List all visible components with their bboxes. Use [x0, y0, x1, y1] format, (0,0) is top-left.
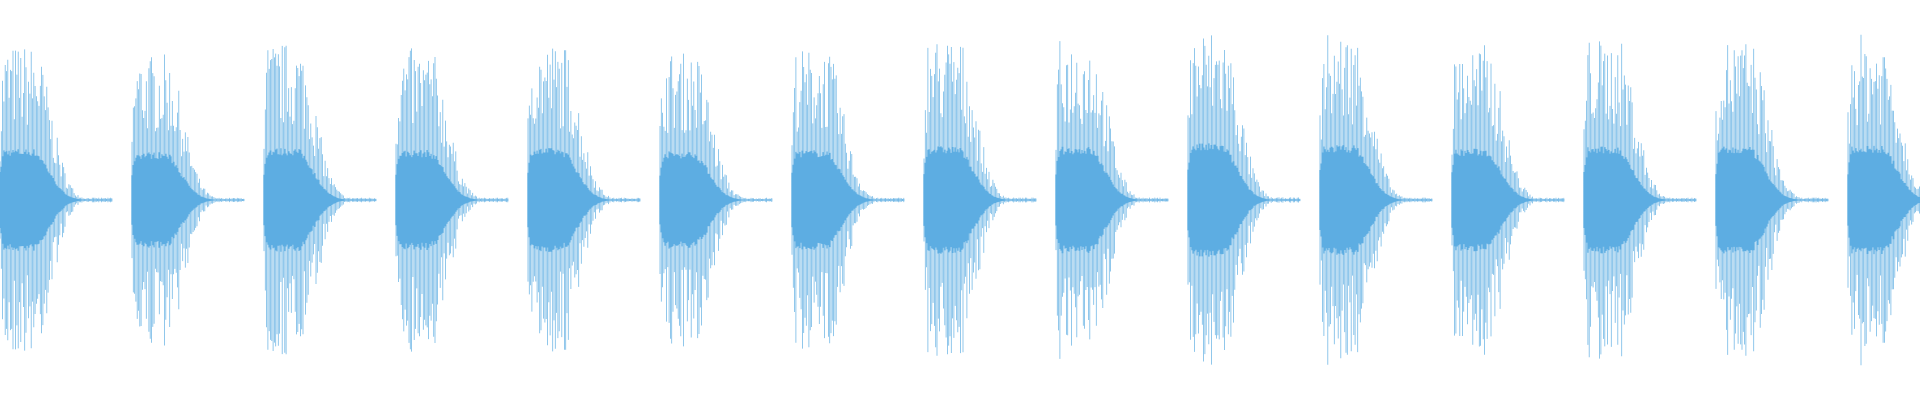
burst-core [923, 146, 1037, 254]
burst-core [1055, 146, 1169, 254]
burst-core [263, 148, 377, 252]
burst-core [131, 152, 245, 248]
burst-core [1451, 148, 1565, 252]
burst-core [1187, 143, 1301, 257]
burst-core [1583, 146, 1697, 254]
burst-core [1715, 146, 1829, 254]
burst-core [1319, 145, 1433, 255]
burst-core [395, 150, 509, 250]
burst-core [527, 148, 641, 252]
burst-core [791, 150, 905, 250]
burst-core [1847, 145, 1920, 255]
burst-core [0, 149, 113, 251]
burst-core [659, 151, 773, 249]
